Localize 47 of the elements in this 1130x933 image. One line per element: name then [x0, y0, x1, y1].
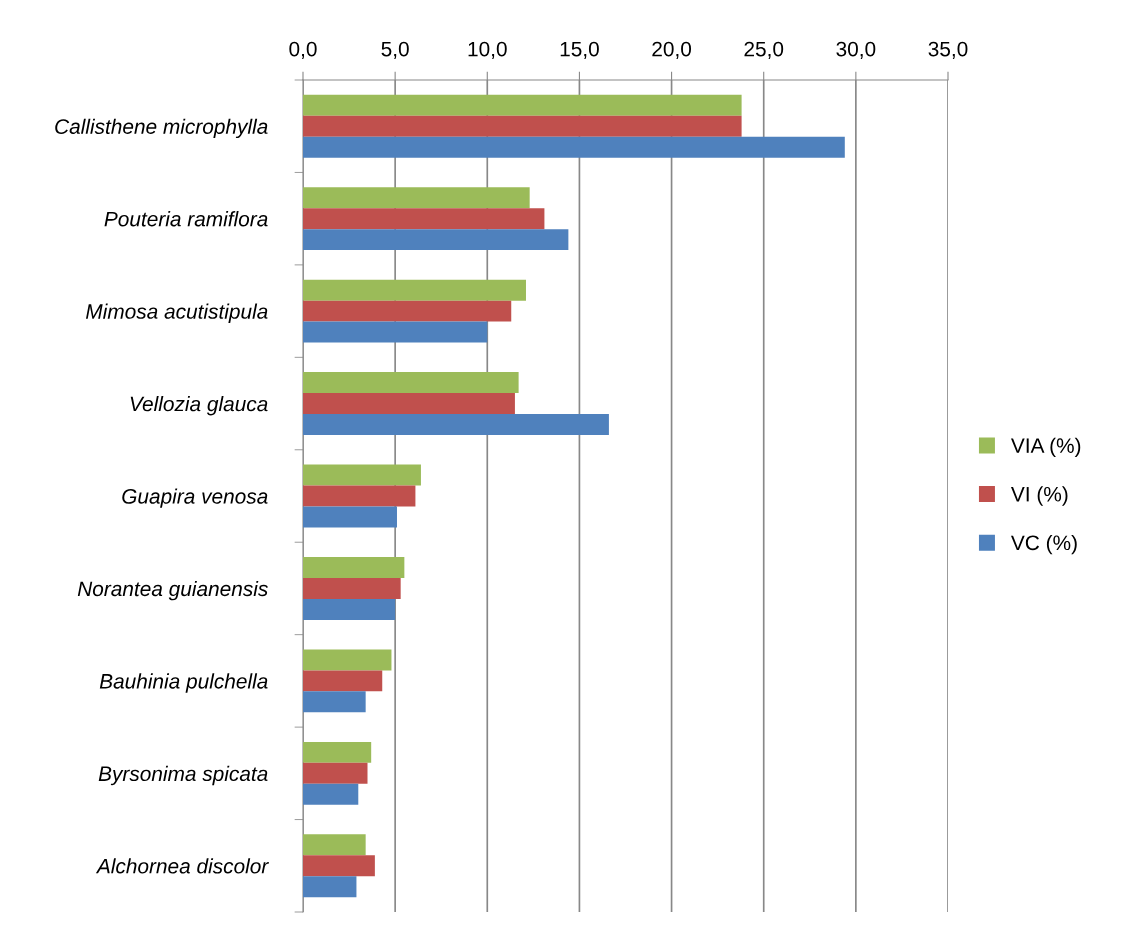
- x-tick-label: 15,0: [560, 41, 599, 59]
- bar: [303, 741, 372, 763]
- bar: [303, 691, 366, 713]
- x-tick-label: 10,0: [468, 41, 507, 59]
- bar: [303, 485, 416, 507]
- x-tick-label: 0,0: [289, 41, 317, 59]
- bar: [303, 300, 512, 322]
- bar: [303, 557, 405, 578]
- bar: [303, 876, 357, 898]
- y-tick-label: Callisthene microphylla: [55, 118, 268, 139]
- bar: [303, 855, 375, 877]
- x-tick-label: 5,0: [381, 41, 409, 59]
- legend-label: VC (%): [1010, 534, 1077, 555]
- legend-label: VI (%): [1010, 486, 1068, 506]
- bar: [303, 321, 488, 343]
- bar: [303, 279, 526, 301]
- y-tick-label: Alchornea discolor: [95, 858, 269, 874]
- bar: [303, 414, 609, 435]
- y-tick-label: Guapira venosa: [122, 488, 268, 508]
- y-tick-label: Mimosa acutistipula: [85, 303, 268, 323]
- bar: [303, 136, 845, 158]
- x-tick-label: 30,0: [836, 41, 876, 59]
- y-tick-label: Vellozia glauca: [130, 396, 268, 416]
- bar: [303, 464, 421, 486]
- bar: [303, 372, 519, 394]
- bar: [303, 670, 383, 692]
- bar: [303, 506, 397, 528]
- bar: [303, 834, 366, 856]
- bar: [303, 208, 545, 230]
- bar: [303, 649, 392, 671]
- y-tick-label: Pouteria ramiflora: [104, 211, 268, 227]
- y-tick-label: Bauhinia pulchella: [99, 673, 268, 693]
- bar: [303, 598, 396, 620]
- x-tick-label: 25,0: [744, 41, 784, 59]
- y-tick-label: Byrsonima spicata: [98, 765, 268, 786]
- bar: [303, 393, 515, 415]
- bar: [303, 94, 742, 116]
- bar: [303, 187, 530, 209]
- bar: [303, 115, 742, 137]
- bar: [303, 229, 569, 251]
- y-tick-label: Norantea guianensis: [77, 580, 268, 601]
- x-tick-label: 35,0: [928, 41, 968, 59]
- bar: [303, 783, 359, 805]
- bar: [303, 762, 368, 784]
- bar: [303, 577, 401, 599]
- x-tick-label: 20,0: [652, 41, 692, 59]
- legend-label: VIA (%): [1010, 437, 1081, 458]
